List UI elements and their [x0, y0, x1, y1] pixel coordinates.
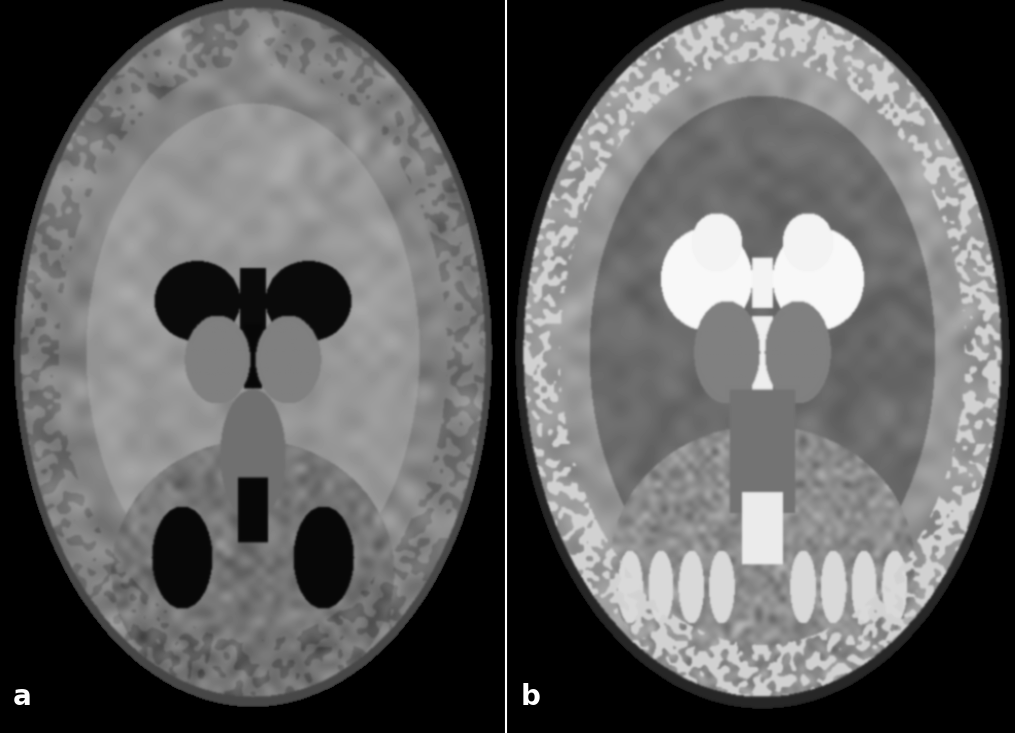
Text: b: b [520, 683, 540, 711]
Text: a: a [12, 683, 31, 711]
